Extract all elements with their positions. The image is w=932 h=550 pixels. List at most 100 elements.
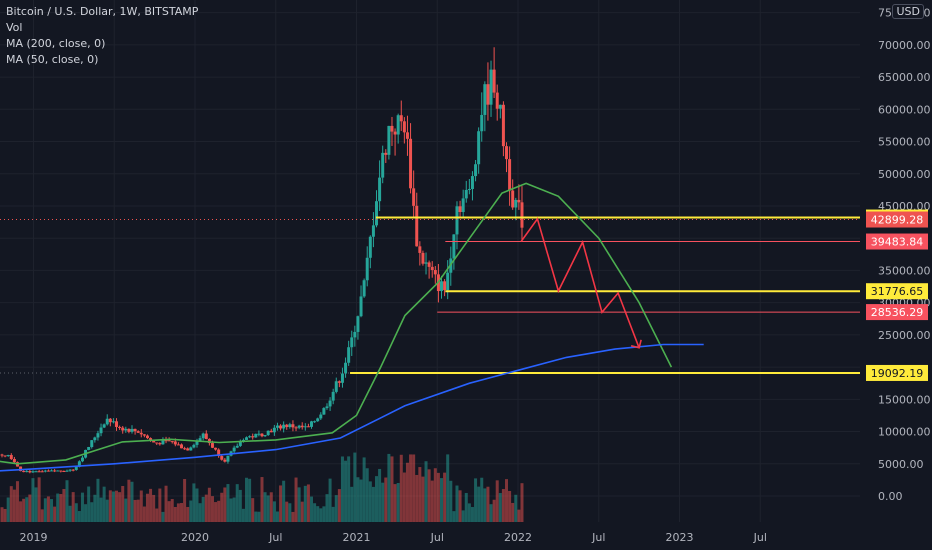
candle-body xyxy=(87,446,91,450)
volume-bar xyxy=(130,481,134,522)
volume-bar xyxy=(115,490,119,522)
volume-bar xyxy=(90,502,94,522)
price-axis[interactable]: 75000.0070000.0065000.0060000.0055000.00… xyxy=(866,7,931,503)
candle-body xyxy=(334,381,338,392)
price-label-badge xyxy=(866,304,928,321)
volume-bar xyxy=(145,493,149,522)
candle-body xyxy=(353,331,357,338)
candle-body xyxy=(22,471,26,473)
price-label-text: 19092.19 xyxy=(871,367,924,380)
candle-body xyxy=(232,447,236,452)
candle-body xyxy=(56,470,60,472)
volume-bar xyxy=(319,508,323,522)
volume-bar xyxy=(210,496,214,522)
candle-body xyxy=(288,424,292,428)
candle-body xyxy=(514,199,518,208)
volume-bar xyxy=(294,477,298,522)
time-axis[interactable]: Jul20192020Jul2021Jul2022Jul2023Jul xyxy=(0,531,767,544)
candle-body xyxy=(0,454,4,456)
volume-bar xyxy=(3,508,7,522)
candle-body xyxy=(74,466,78,470)
candle-body xyxy=(34,471,38,473)
volume-bar xyxy=(155,508,159,522)
ma50-indicator-label[interactable]: MA (50, close, 0) xyxy=(6,53,99,66)
candle-body xyxy=(3,455,7,457)
y-tick-label: 15000.00 xyxy=(878,393,931,406)
volume-bar xyxy=(272,501,276,522)
candle-body xyxy=(452,234,456,259)
projection-path xyxy=(520,217,640,349)
candle-body xyxy=(443,281,447,291)
volume-bar xyxy=(489,504,493,522)
candle-body xyxy=(501,104,505,147)
volume-bar xyxy=(458,490,462,522)
volume-bar xyxy=(19,501,23,522)
candle-body xyxy=(300,425,304,428)
price-label-badge xyxy=(866,283,928,300)
candle-body xyxy=(368,236,372,258)
volume-bar xyxy=(77,511,81,522)
currency-badge[interactable]: USD xyxy=(892,4,924,19)
volume-bar xyxy=(291,511,295,522)
volume-bar xyxy=(192,483,196,522)
candle-body xyxy=(440,281,444,292)
volume-bar xyxy=(31,478,35,522)
volume-bar xyxy=(430,480,434,522)
candle-body xyxy=(183,448,187,450)
candle-body xyxy=(433,270,437,275)
candle-body xyxy=(62,470,66,472)
volume-bar xyxy=(46,496,50,522)
vol-indicator-label[interactable]: Vol xyxy=(6,21,23,34)
candle-body xyxy=(93,437,97,441)
volume-bar xyxy=(124,498,128,522)
volume-bar xyxy=(149,488,153,522)
volume-bar xyxy=(517,509,521,522)
candle-body xyxy=(477,131,481,165)
volume-bar xyxy=(139,490,143,522)
volume-bar xyxy=(161,511,165,522)
candle-body xyxy=(68,469,72,471)
volume-bar xyxy=(371,486,375,522)
candle-body xyxy=(130,428,134,432)
volume-bar xyxy=(74,503,78,522)
volume-bar xyxy=(43,498,47,522)
candle-body xyxy=(167,440,171,442)
volume-bar xyxy=(108,490,112,522)
candle-body xyxy=(331,391,335,401)
candle-body xyxy=(337,381,341,383)
candle-body xyxy=(424,262,428,264)
volume-bar xyxy=(340,456,344,522)
volume-bar xyxy=(248,478,252,522)
y-tick-label: 0.00 xyxy=(878,490,903,503)
symbol-title[interactable]: Bitcoin / U.S. Dollar, 1W, BITSTAMP xyxy=(6,5,199,18)
candle-body xyxy=(511,190,515,208)
candle-body xyxy=(375,201,379,226)
candle-body xyxy=(492,69,496,93)
price-label-text: 42899.28 xyxy=(871,214,924,227)
volume-bar xyxy=(378,468,382,522)
candle-body xyxy=(102,424,106,428)
candle-body xyxy=(402,121,406,133)
candle-body xyxy=(489,69,493,105)
candle-body xyxy=(418,246,422,253)
y-tick-label: 55000.00 xyxy=(878,136,931,149)
volume-bar xyxy=(266,495,270,522)
candle-body xyxy=(387,125,391,155)
candle-body xyxy=(508,159,512,191)
candle-body xyxy=(238,441,242,446)
volume-bar xyxy=(415,474,419,522)
volume-bar xyxy=(37,477,41,522)
volume-bar xyxy=(201,496,205,522)
x-tick-label: 2019 xyxy=(20,531,48,544)
volume-bar xyxy=(167,501,171,522)
price-label-text: 31776.65 xyxy=(871,285,924,298)
candle-body xyxy=(427,262,431,267)
ma200-indicator-label[interactable]: MA (200, close, 0) xyxy=(6,37,106,50)
candle-body xyxy=(498,104,502,109)
ma200-line xyxy=(0,343,704,472)
volume-bar xyxy=(158,488,162,522)
candle-body xyxy=(291,424,295,428)
candle-body xyxy=(248,436,252,438)
